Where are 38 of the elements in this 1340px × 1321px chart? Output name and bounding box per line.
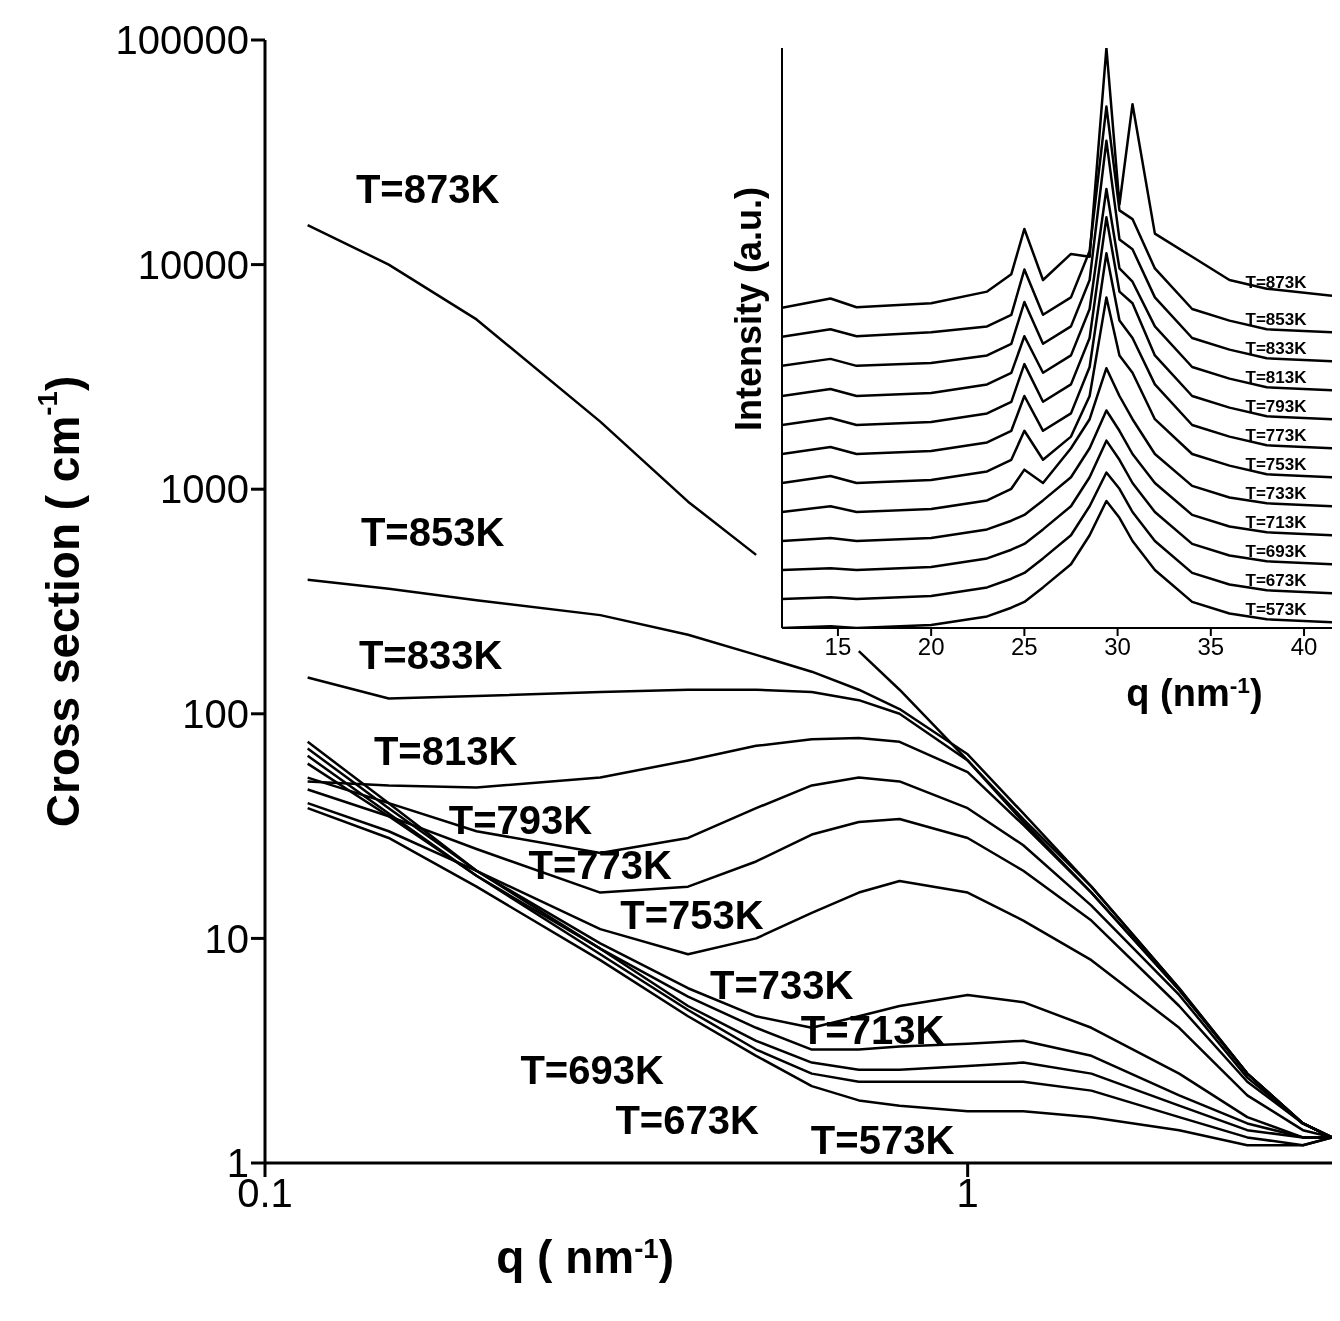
series-label: T=873K [1245,273,1308,293]
y-tick-label: 1000 [160,467,249,512]
x-tick-label: 30 [1104,633,1131,661]
series-label: T=753K [620,893,764,938]
series-label: T=733K [1245,483,1308,503]
series-label: T=713K [1245,512,1308,532]
y-tick-label: 10 [204,916,249,961]
series-label: T=693K [1245,541,1308,561]
y-tick-label: 100 [182,692,249,736]
series-label: T=873K [355,167,500,212]
series-label: T=573K [1245,599,1308,619]
series-label: T=853K [360,509,505,554]
series-label: T=773K [528,842,673,887]
series-label: T=813K [373,729,518,774]
x-tick-label: 25 [1011,633,1038,661]
series-label: T=573K [810,1117,955,1162]
series-label: T=853K [1245,309,1308,329]
series-label: T=713K [800,1007,945,1052]
x-tick-label: 35 [1197,633,1225,661]
series-label: T=793K [1245,396,1308,416]
series-label: T=833K [358,632,503,677]
series-label: T=693K [520,1047,664,1092]
series-label: T=833K [1245,338,1308,358]
series-label: T=733K [710,962,854,1007]
series-label: T=813K [1245,367,1308,387]
x-tick-label: 40 [1290,633,1318,661]
x-axis-title: q ( nm$^{-1}$) [496,1231,675,1283]
series-label: T=673K [1245,570,1308,590]
series-label: T=773K [1245,425,1308,445]
series-label: T=793K [448,798,593,843]
y-tick-label: 100000 [115,18,249,63]
series-label: T=673K [615,1097,759,1142]
x-tick-label: 20 [917,633,945,661]
series-label: T=753K [1245,454,1308,474]
y-tick-label: 10000 [137,242,249,287]
x-axis-title: q (nm$^{-1}$) [1126,672,1263,714]
x-tick-label: 15 [824,633,852,661]
y-axis-title: Intensity (a.u.) [727,186,769,432]
